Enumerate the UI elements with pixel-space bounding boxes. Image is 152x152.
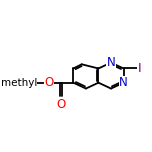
Text: I: I [137, 62, 141, 75]
Text: O: O [45, 76, 54, 89]
Text: O: O [56, 98, 65, 111]
Text: N: N [107, 56, 115, 69]
Text: N: N [119, 76, 128, 89]
Text: methyl: methyl [1, 78, 37, 88]
